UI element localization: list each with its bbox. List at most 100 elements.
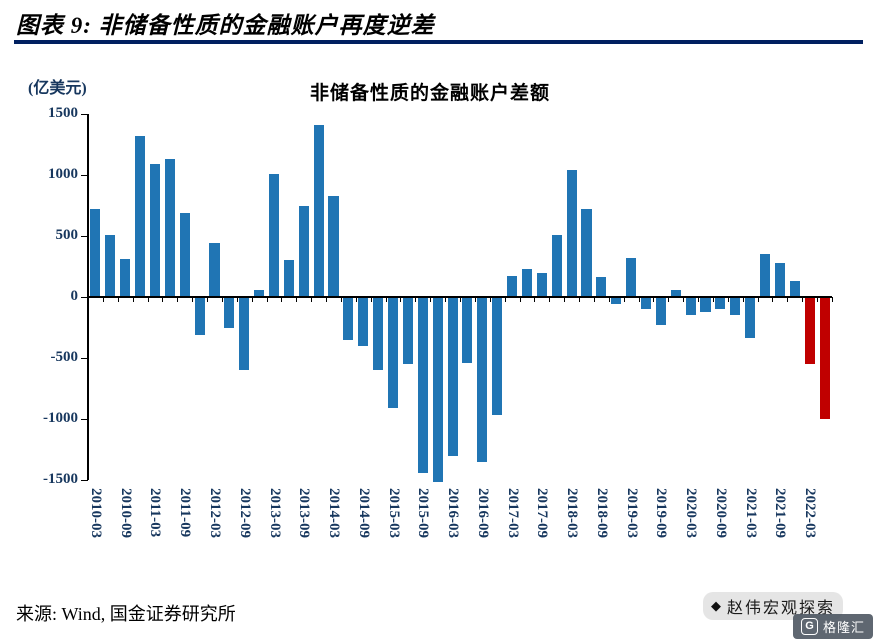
category-tick bbox=[385, 297, 387, 302]
x-tick-label: 2018-09 bbox=[593, 488, 610, 538]
y-axis-labels: 1500 1000 500 0 -500 -1000 -1500 bbox=[18, 105, 79, 487]
bar bbox=[536, 272, 547, 297]
bar bbox=[120, 259, 131, 297]
category-tick bbox=[757, 297, 759, 302]
chart-title: 非储备性质的金融账户差额 bbox=[309, 83, 550, 104]
bar bbox=[626, 257, 637, 297]
x-axis-labels: 2010-03 2010-09 2011-03 2011-09 2012-03 2012-… bbox=[88, 482, 848, 592]
y-tickmark bbox=[81, 297, 88, 298]
bar bbox=[268, 173, 280, 297]
category-tick bbox=[430, 297, 432, 302]
category-tick bbox=[564, 297, 566, 302]
bar bbox=[209, 243, 220, 297]
bar bbox=[149, 164, 160, 297]
bar bbox=[298, 205, 309, 297]
x-tick-label: 2019-03 bbox=[623, 488, 640, 538]
y-axis-unit-label: (亿美元) bbox=[28, 80, 87, 97]
x-tick-label: 2018-03 bbox=[564, 488, 581, 538]
bar bbox=[477, 297, 488, 462]
category-tick bbox=[817, 297, 819, 302]
bar bbox=[343, 297, 354, 340]
category-tick bbox=[177, 297, 179, 302]
x-tick-label: 2011-03 bbox=[147, 488, 164, 538]
bar bbox=[283, 260, 294, 297]
bar bbox=[521, 268, 532, 297]
gelonghui-label: 格隆汇 bbox=[822, 620, 865, 635]
bar bbox=[507, 276, 518, 297]
category-tick bbox=[340, 297, 342, 302]
category-tick bbox=[400, 297, 402, 302]
bar bbox=[90, 209, 101, 297]
category-tick bbox=[608, 297, 610, 302]
category-tick bbox=[772, 297, 774, 302]
category-tick bbox=[593, 297, 595, 302]
x-tick-label: 2016-09 bbox=[474, 488, 491, 538]
x-tick-label: 2012-03 bbox=[206, 488, 223, 538]
bar bbox=[254, 289, 265, 297]
bar bbox=[566, 170, 577, 297]
category-tick bbox=[489, 297, 491, 302]
x-tick-label: 2013-03 bbox=[266, 488, 283, 538]
category-tick bbox=[712, 297, 714, 302]
bar bbox=[402, 297, 413, 365]
bar bbox=[194, 297, 205, 335]
bar bbox=[596, 277, 607, 297]
category-tick bbox=[519, 297, 521, 302]
bar bbox=[447, 297, 458, 456]
bar bbox=[670, 289, 681, 297]
x-tick-label: 2015-09 bbox=[415, 488, 432, 538]
category-tick bbox=[207, 297, 209, 302]
bar bbox=[551, 234, 562, 297]
category-tick bbox=[266, 297, 268, 302]
y-tick-label: 1000 bbox=[48, 166, 78, 182]
y-tick-label: -500 bbox=[50, 349, 79, 365]
x-tick-label: 2020-03 bbox=[683, 488, 700, 538]
category-tick bbox=[504, 297, 506, 302]
category-tick bbox=[132, 297, 134, 302]
x-axis-zero-line bbox=[88, 296, 832, 298]
category-tick bbox=[415, 297, 417, 302]
y-tickmark bbox=[81, 419, 88, 420]
bar bbox=[730, 297, 741, 316]
bar bbox=[432, 297, 443, 483]
category-tick bbox=[787, 297, 789, 302]
y-tick-label: -1000 bbox=[43, 410, 78, 426]
figure-title: 图表 9: 非储备性质的金融账户再度逆差 bbox=[16, 13, 435, 38]
category-tick bbox=[445, 297, 447, 302]
category-tick bbox=[162, 297, 164, 302]
category-tick bbox=[727, 297, 729, 302]
gelonghui-logo: G 格隆汇 bbox=[792, 614, 873, 639]
category-tick bbox=[668, 297, 670, 302]
bar bbox=[685, 297, 696, 316]
y-tick-label: -1500 bbox=[43, 471, 78, 487]
category-tick bbox=[370, 297, 372, 302]
bar bbox=[774, 262, 785, 297]
y-tickmark bbox=[81, 236, 88, 237]
x-tick-label: 2021-03 bbox=[742, 488, 759, 538]
bar bbox=[715, 297, 726, 310]
bar bbox=[328, 195, 339, 297]
bar bbox=[373, 297, 384, 371]
bar bbox=[759, 254, 771, 297]
bar bbox=[640, 297, 652, 310]
category-tick bbox=[579, 297, 581, 302]
y-axis-line bbox=[87, 114, 89, 480]
bar bbox=[655, 297, 666, 326]
category-tick bbox=[683, 297, 685, 302]
category-tick bbox=[638, 297, 640, 302]
bar bbox=[135, 135, 146, 297]
category-tick bbox=[192, 297, 194, 302]
category-tick bbox=[653, 297, 655, 302]
x-tick-label: 2014-03 bbox=[326, 488, 343, 538]
x-tick-label: 2022-03 bbox=[802, 488, 819, 538]
x-tick-label: 2015-03 bbox=[385, 488, 402, 538]
category-tick bbox=[311, 297, 313, 302]
g-logo-icon: G bbox=[800, 618, 818, 635]
bar bbox=[224, 297, 235, 328]
x-tick-label: 2011-09 bbox=[177, 488, 194, 538]
category-tick bbox=[221, 297, 223, 302]
y-tickmark bbox=[81, 114, 88, 115]
watermark: ◆ 赵伟宏观探索 bbox=[702, 592, 843, 620]
bar bbox=[164, 159, 175, 297]
